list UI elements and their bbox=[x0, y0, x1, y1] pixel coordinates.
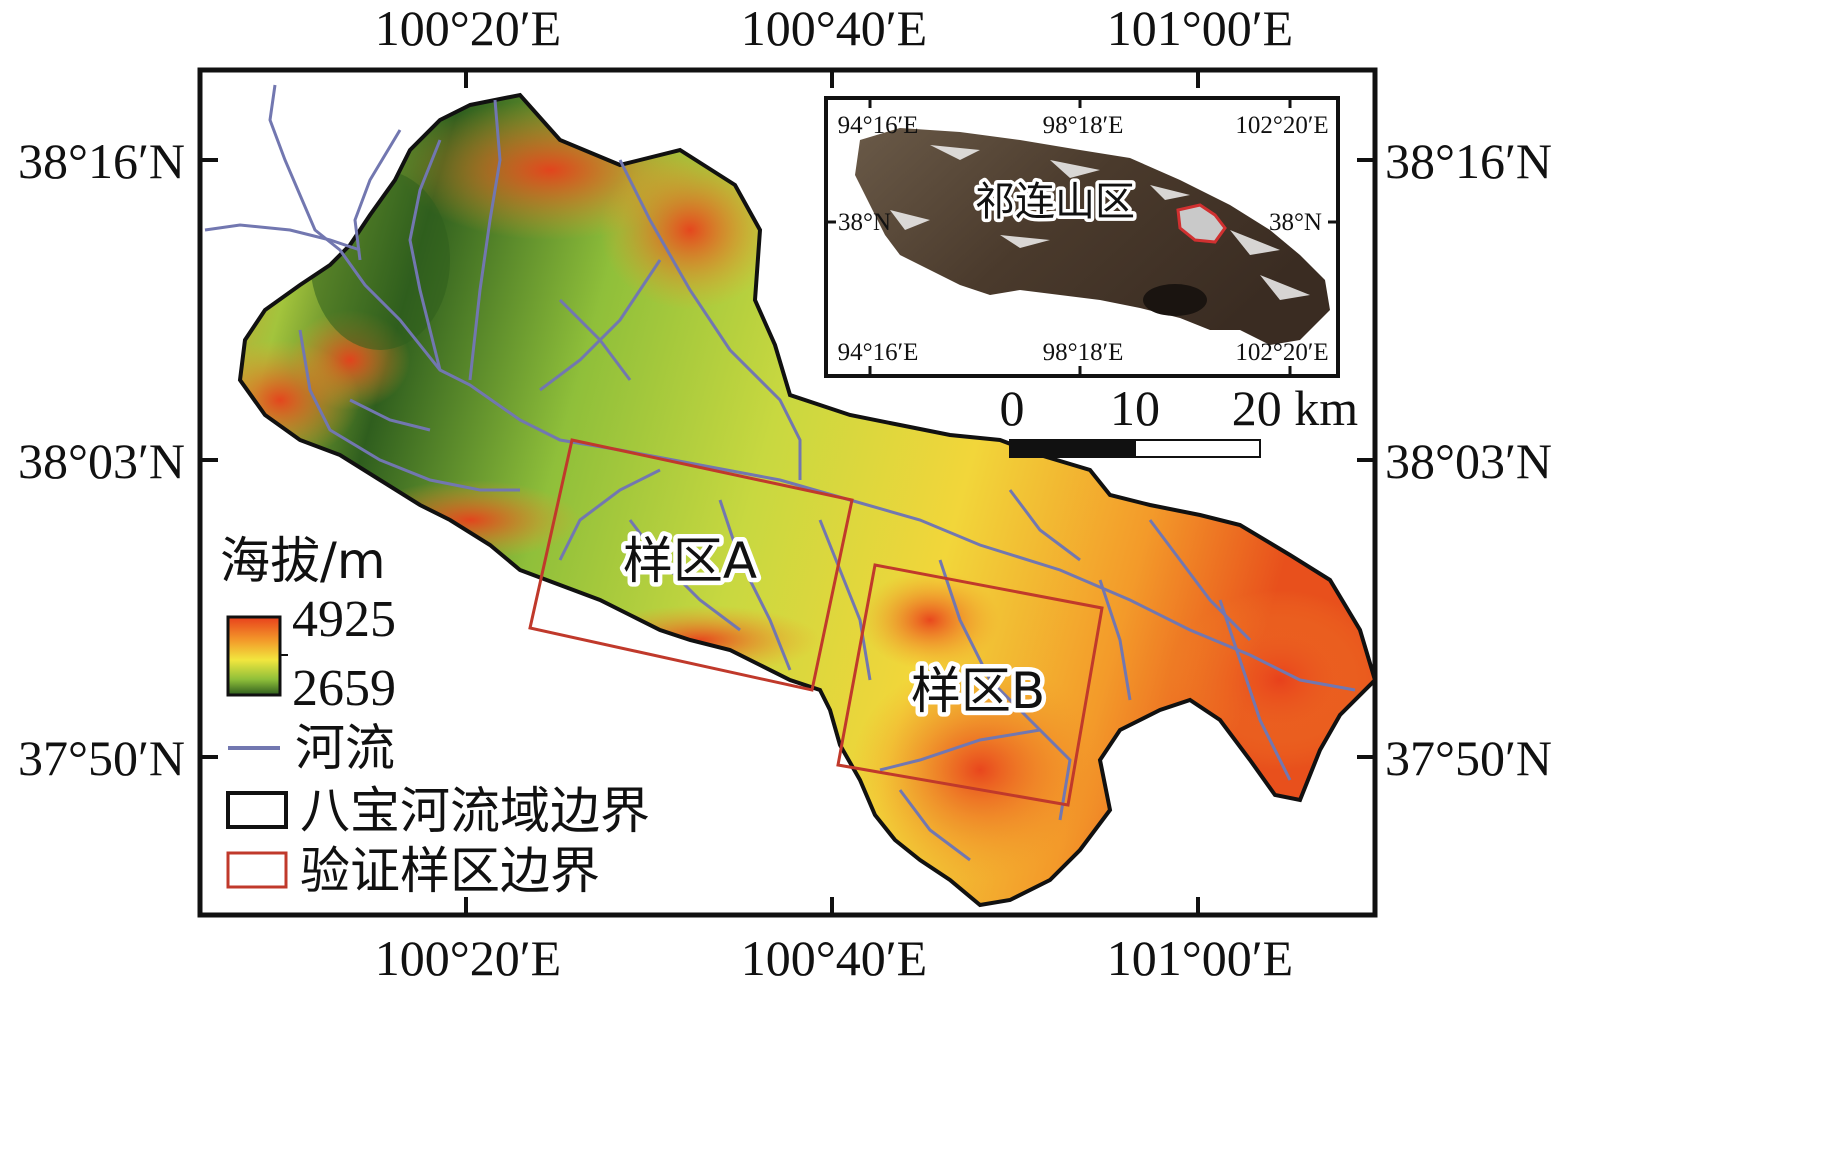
top-axis-label-2: 100°40′E bbox=[741, 0, 927, 56]
top-axis-label-3: 101°00′E bbox=[1107, 0, 1293, 56]
inset-lake bbox=[1143, 284, 1207, 316]
scale-label-20: 20 km bbox=[1232, 380, 1359, 436]
inset-snow-cover bbox=[890, 145, 1310, 300]
legend-river-label: 河流 bbox=[295, 719, 395, 777]
right-axis-label-3: 37°50′N bbox=[1385, 730, 1552, 786]
inset-right-label: 38°N bbox=[1269, 209, 1322, 236]
legend-basin-swatch bbox=[226, 791, 288, 829]
legend-elevation-min: 2659 bbox=[292, 660, 396, 717]
inset-region-label: 祁连山区 bbox=[975, 179, 1135, 225]
right-axis-label-1: 38°16′N bbox=[1385, 133, 1552, 189]
inset-bottom-label-2: 98°18′E bbox=[1043, 339, 1124, 366]
sample-area-a-boundary bbox=[528, 438, 854, 692]
bottom-axis-label-1: 100°20′E bbox=[375, 930, 561, 986]
right-axis-label-2: 38°03′N bbox=[1385, 433, 1552, 489]
legend-sample-label: 验证样区边界 bbox=[300, 842, 600, 900]
left-axis-label-2: 38°03′N bbox=[18, 433, 185, 489]
left-axis-label-3: 37°50′N bbox=[18, 730, 185, 786]
axis-ticks bbox=[200, 70, 1375, 915]
sample-area-b-label: 样区B bbox=[911, 662, 1045, 720]
scale-label-0: 0 bbox=[1000, 380, 1025, 436]
legend-elevation-max: 4925 bbox=[292, 591, 396, 648]
bottom-axis-label-3: 101°00′E bbox=[1107, 930, 1293, 986]
basin-boundary bbox=[237, 92, 1378, 908]
sample-area-a-label: 样区A bbox=[623, 532, 757, 590]
legend-sample-swatch bbox=[226, 851, 288, 889]
inset-left-label: 38°N bbox=[838, 209, 891, 236]
qilian-region-shape bbox=[855, 128, 1330, 345]
scale-label-10: 10 bbox=[1110, 380, 1160, 436]
inset-bottom-label-3: 102°20′E bbox=[1235, 339, 1328, 366]
left-axis-label-1: 38°16′N bbox=[18, 133, 185, 189]
top-axis-label-1: 100°20′E bbox=[375, 0, 561, 56]
legend-elevation-title: 海拔/m bbox=[220, 532, 386, 590]
legend: 海拔/m 4925 2659 河流 八宝河流域边界 验证样区边界 bbox=[220, 532, 650, 900]
legend-basin-label: 八宝河流域边界 bbox=[300, 782, 650, 840]
sample-area-b-boundary bbox=[836, 563, 1104, 807]
inset-map: 94°16′E 98°18′E 102°20′E 94°16′E 98°18′E… bbox=[824, 96, 1340, 378]
bottom-axis-label-2: 100°40′E bbox=[741, 930, 927, 986]
scale-bar: 0 10 20 km bbox=[1000, 380, 1359, 458]
inset-top-label-1: 94°16′E bbox=[838, 112, 919, 139]
inset-bottom-label-1: 94°16′E bbox=[838, 339, 919, 366]
legend-elevation-ramp bbox=[226, 615, 282, 697]
inset-top-label-3: 102°20′E bbox=[1235, 112, 1328, 139]
inset-basin-highlight bbox=[1176, 203, 1227, 244]
inset-top-label-2: 98°18′E bbox=[1043, 112, 1124, 139]
